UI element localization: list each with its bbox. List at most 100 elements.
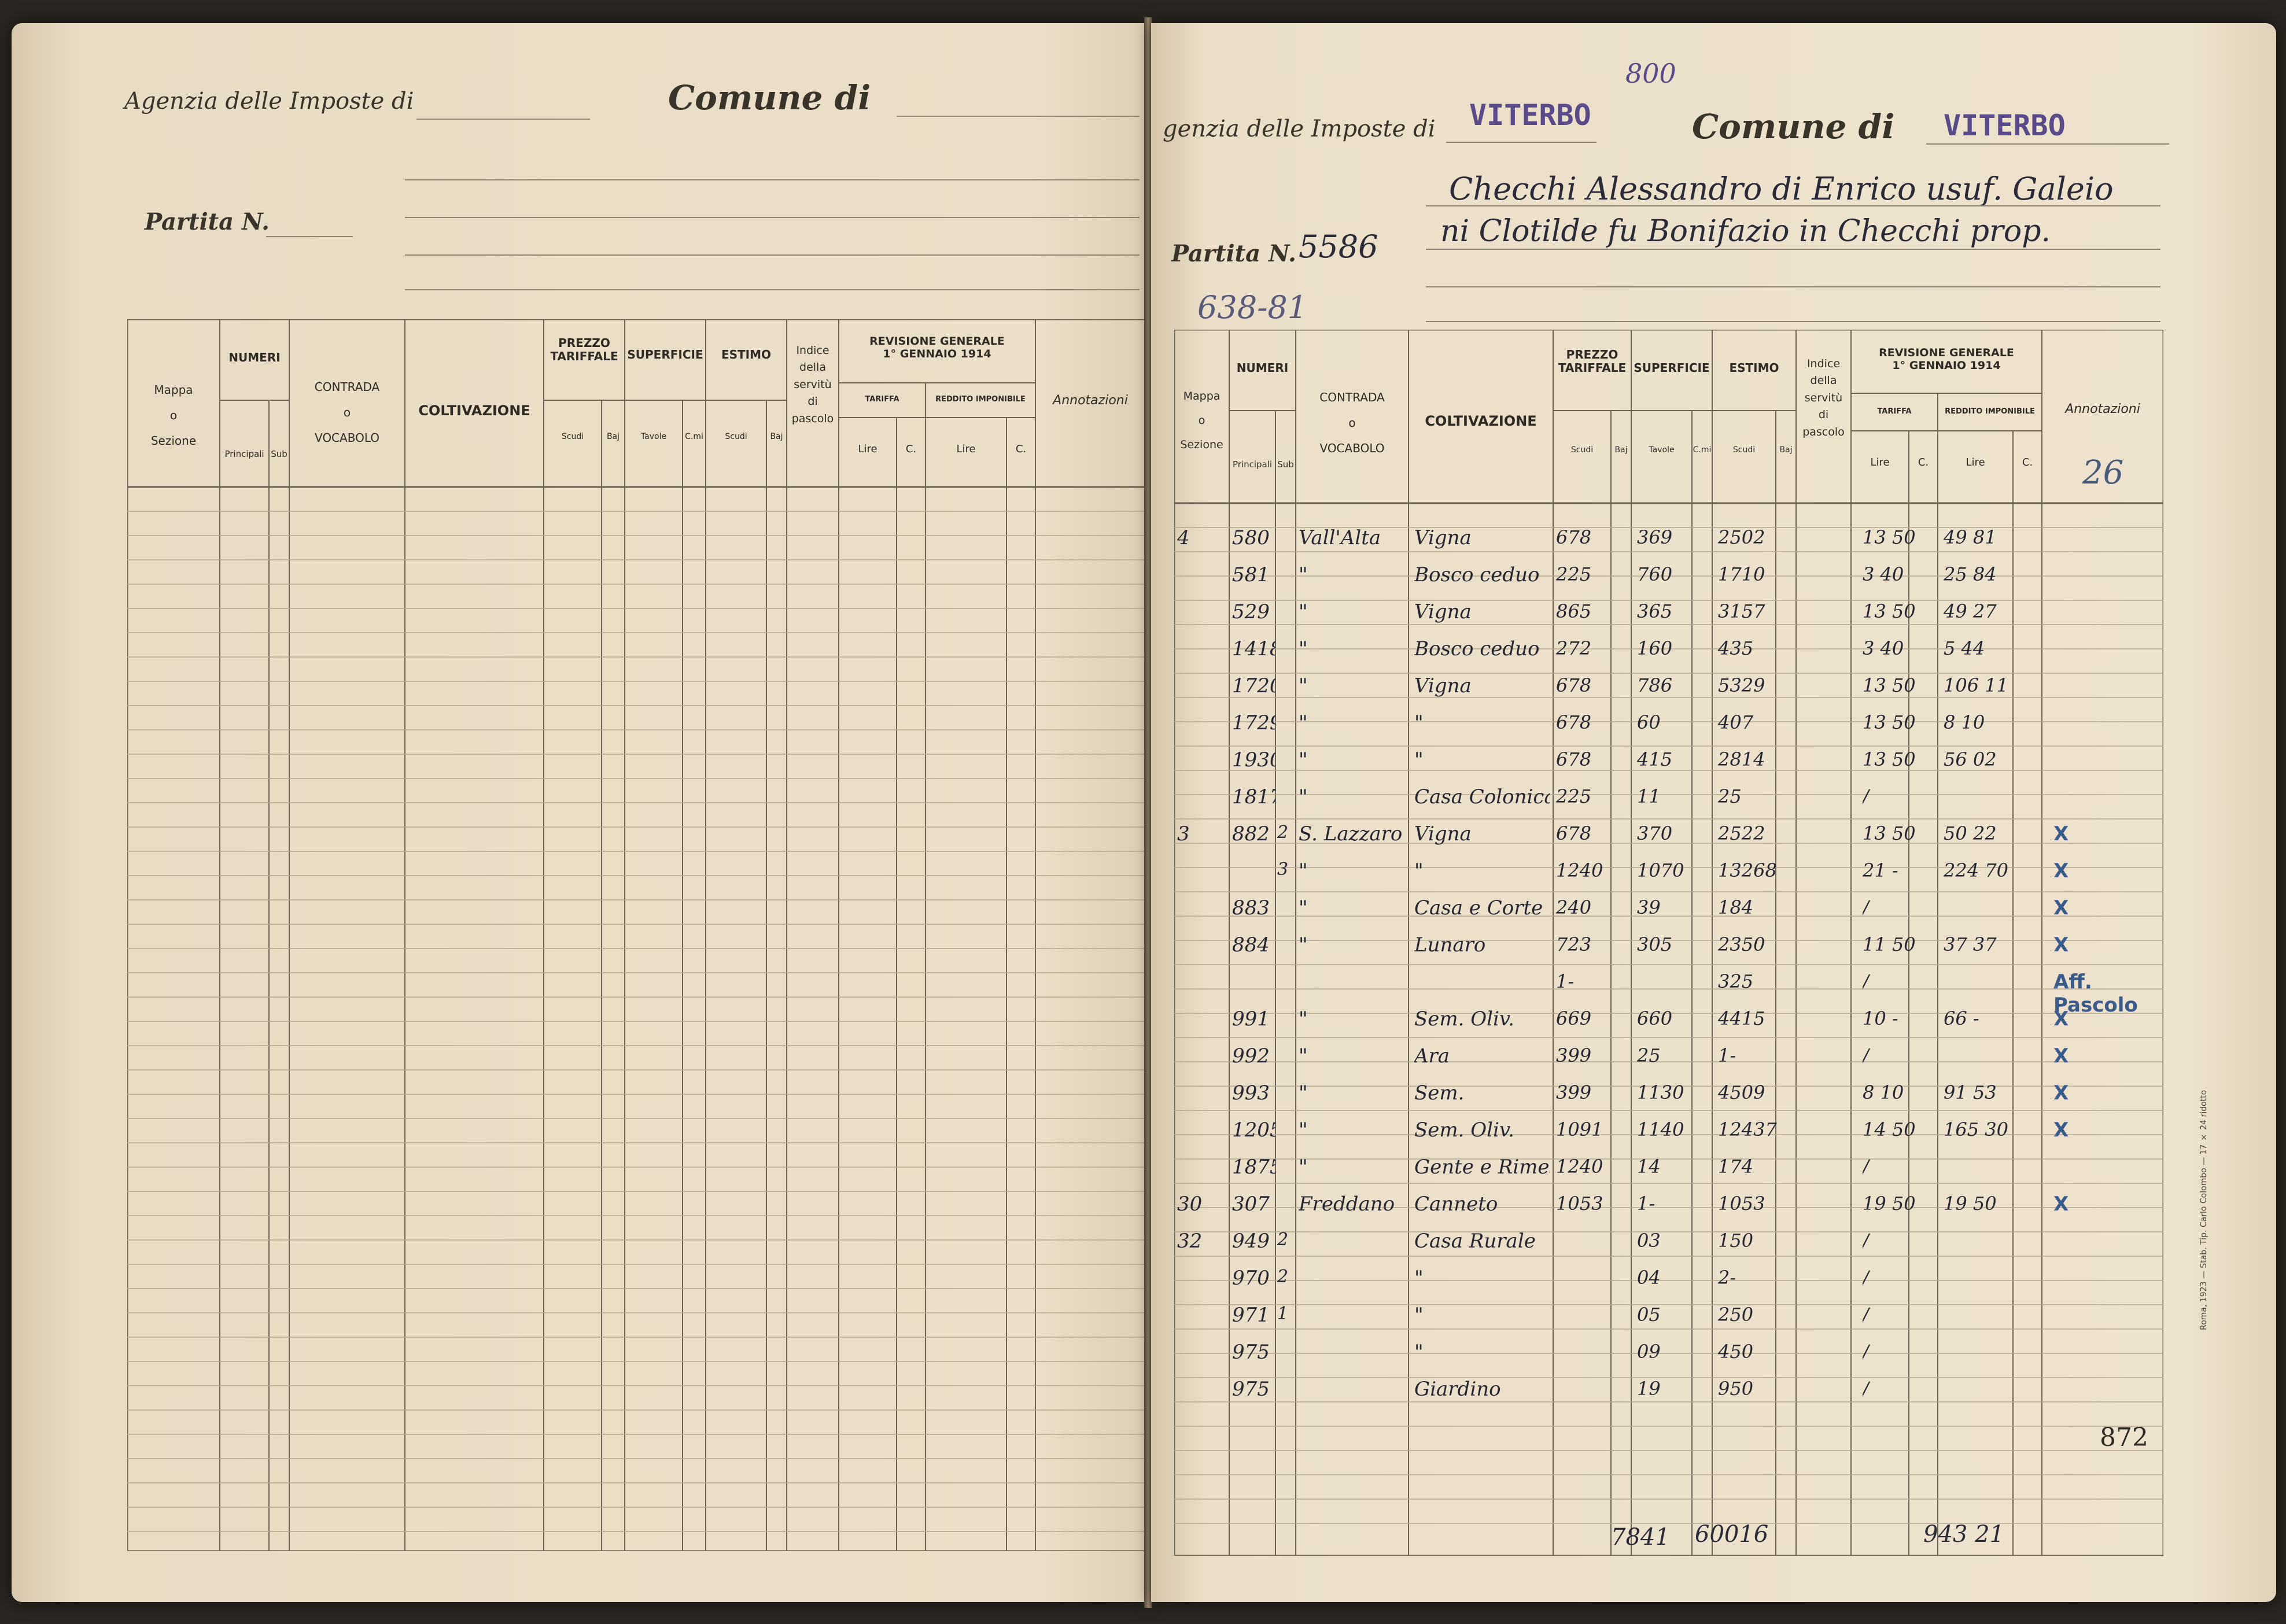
ledger-cell-tariffa: / [1863, 1267, 1869, 1289]
left-head-estimo: ESTIMO [721, 348, 772, 361]
ledger-cell-reddito: 50 22 [1944, 822, 1997, 844]
book-spine [1144, 17, 1152, 1608]
ledger-cell-sup: 1070 [1637, 859, 1684, 881]
ledger-cell-estimo: 174 [1718, 1156, 1754, 1178]
ledger-cell-contrada: " [1299, 785, 1308, 809]
ledger-cell-sub: 2 [1277, 1230, 1289, 1250]
ledger-cell-tariffa: / [1863, 1156, 1869, 1178]
ledger-cell-annot: X [2053, 896, 2069, 920]
ledger-cell-num: 307 [1232, 1193, 1270, 1216]
right-head-indice: Indice della servitù di pascolo [1802, 357, 1845, 438]
left-head-prezzo: PREZZO TARIFFALE [550, 336, 618, 363]
ledger-cell-tariffa: 13 50 [1863, 600, 1916, 622]
handwritten-800: 800 [1625, 58, 1676, 89]
ledger-cell-tariffa: 19 50 [1863, 1193, 1916, 1215]
right-head-reddito: REDDITO IMPONIBILE [1945, 407, 2035, 416]
ledger-cell-tariffa: 13 50 [1863, 674, 1916, 696]
ledger-cell-contrada: S. Lazzaro [1299, 822, 1403, 846]
ledger-cell-num: 975 [1232, 1341, 1270, 1364]
ledger-cell-estimo: 250 [1718, 1304, 1754, 1326]
ledger-cell-coltivazione: Vigna [1414, 674, 1472, 697]
ledger-cell-mappa: 32 [1177, 1230, 1203, 1253]
ledger-cell-tariffa: / [1863, 970, 1869, 992]
owner-line-2: ni Clotilde fu Bonifazio in Checchi prop… [1440, 214, 2051, 249]
ledger-cell-coltivazione: Bosco ceduo [1414, 637, 1540, 660]
ledger-cell-num: 970 [1232, 1267, 1270, 1290]
ledger-cell-num: 581 [1232, 563, 1270, 586]
right-head-lire-1: Lire [1870, 456, 1890, 468]
left-head-sub: Sub [271, 449, 287, 459]
ledger-cell-num: 580 [1232, 526, 1270, 549]
left-head-scudi-2: Scudi [725, 432, 747, 441]
ledger-cell-sup: 1130 [1637, 1082, 1684, 1103]
total-reddito: 943 21 [1923, 1521, 2004, 1548]
ledger-cell-estimo: 2350 [1718, 933, 1765, 955]
left-head-lire-2: Lire [956, 443, 976, 455]
right-ledger-table: Mappa o Sezione NUMERI Principali Sub CO… [1174, 330, 2163, 1556]
ledger-cell-sup: 160 [1637, 637, 1673, 659]
ledger-cell-mappa: 3 [1177, 822, 1190, 846]
ledger-cell-num: 949 [1232, 1230, 1270, 1253]
ledger-cell-prezzo: 1- [1556, 970, 1575, 992]
ledger-cell-coltivazione: " [1414, 1267, 1424, 1290]
ledger-cell-sup: 786 [1637, 674, 1673, 696]
partita-note: 638-81 [1197, 289, 1308, 326]
ledger-cell-estimo: 2502 [1718, 526, 1765, 548]
ledger-cell-contrada: " [1299, 600, 1308, 623]
ledger-cell-num: 1720 [1232, 674, 1275, 697]
ledger-cell-estimo: 2814 [1718, 748, 1765, 770]
right-head-c-2: C. [2022, 456, 2033, 468]
ledger-cell-mappa: 4 [1177, 526, 1190, 549]
ledger-cell-contrada: " [1299, 933, 1308, 957]
ledger-cell-num: 1930 [1232, 748, 1275, 772]
ledger-cell-estimo: 1710 [1718, 563, 1765, 585]
left-ledger-table: Mappa o Sezione NUMERI Principali Sub CO… [127, 319, 1145, 1551]
ledger-cell-sup: 09 [1637, 1341, 1661, 1363]
ledger-cell-num: 991 [1232, 1007, 1270, 1031]
ledger-cell-estimo: 325 [1718, 970, 1754, 992]
ledger-cell-prezzo: 240 [1556, 896, 1592, 918]
left-comune-label: Comune di [668, 78, 871, 117]
ledger-cell-prezzo: 723 [1556, 933, 1592, 955]
left-head-superficie: SUPERFICIE [627, 348, 703, 361]
ledger-cell-num: 1729 [1232, 711, 1275, 735]
ledger-cell-reddito: 56 02 [1944, 748, 1997, 770]
right-head-scudi-1: Scudi [1570, 445, 1594, 455]
ledger-cell-prezzo: 1091 [1556, 1119, 1603, 1141]
ledger-cell-contrada: " [1299, 1119, 1308, 1142]
ledger-cell-estimo: 1053 [1718, 1193, 1765, 1215]
ledger-cell-num: 993 [1232, 1082, 1270, 1105]
ledger-cell-num: 1817 [1232, 785, 1275, 809]
left-head-tavole: Tavole [640, 432, 667, 441]
ledger-cell-prezzo: 678 [1556, 711, 1592, 733]
left-head-principali: Principali [224, 449, 264, 459]
ledger-cell-contrada: " [1299, 859, 1308, 883]
ledger-cell-tariffa: / [1863, 1044, 1869, 1066]
right-comune-label: Comune di [1692, 107, 1895, 146]
ledger-cell-prezzo: 225 [1556, 785, 1592, 807]
ledger-cell-sub: 3 [1277, 859, 1289, 880]
ledger-cell-coltivazione: " [1414, 859, 1424, 883]
right-head-prezzo: PREZZO TARIFFALE [1558, 348, 1627, 375]
ledger-cell-sup: 365 [1637, 600, 1673, 622]
ledger-cell-coltivazione: " [1414, 711, 1424, 735]
left-head-baj-1: Baj [606, 432, 620, 441]
ledger-cell-estimo: 2522 [1718, 822, 1765, 844]
ledger-cell-tariffa: 13 50 [1863, 526, 1916, 548]
left-head-revisione: REVISIONE GENERALE 1° GENNAIO 1914 [869, 335, 1005, 360]
right-page: genzia delle Imposte di VITERBO 800 Comu… [1151, 23, 2276, 1602]
ledger-cell-reddito: 91 53 [1944, 1082, 1997, 1103]
ledger-cell-tariffa: 13 50 [1863, 711, 1916, 733]
ledger-cell-coltivazione: Ara [1414, 1044, 1450, 1068]
ledger-cell-estimo: 184 [1718, 896, 1754, 918]
ledger-cell-sub: 1 [1277, 1304, 1289, 1324]
ledger-cell-tariffa: 10 - [1863, 1007, 1898, 1029]
ledger-cell-estimo: 12437 [1718, 1119, 1777, 1141]
right-head-estimo: ESTIMO [1729, 361, 1779, 375]
right-head-superficie: SUPERFICIE [1634, 361, 1710, 375]
right-head-sub: Sub [1277, 459, 1294, 470]
ledger-cell-tariffa: / [1863, 1341, 1869, 1363]
ledger-cell-sup: 60 [1637, 711, 1661, 733]
page-number: 872 [2100, 1423, 2148, 1452]
ledger-cell-sup: 11 [1637, 785, 1661, 807]
